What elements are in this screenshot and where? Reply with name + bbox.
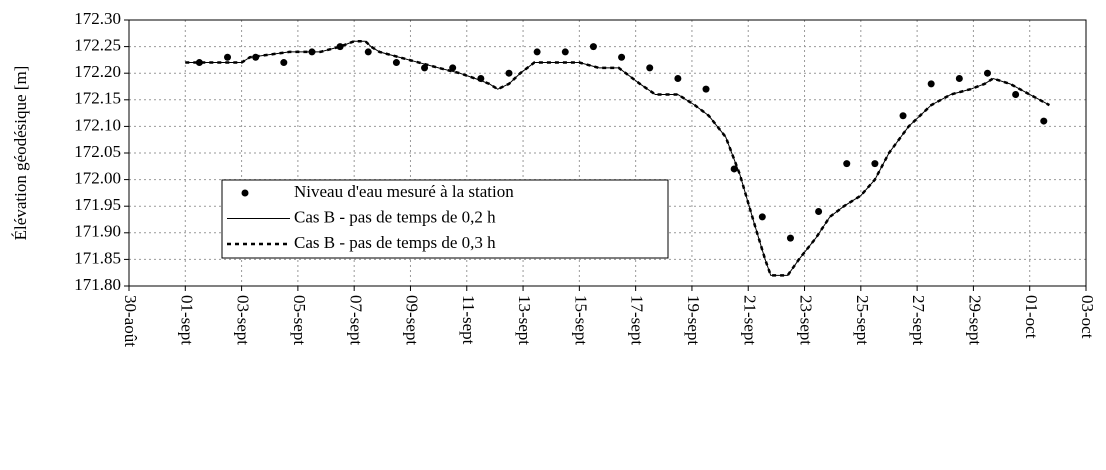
data-point [561, 48, 569, 56]
plot-border [128, 19, 1087, 287]
data-point [646, 64, 654, 72]
x-tick-label: 13-sept [515, 295, 534, 345]
data-point [899, 112, 907, 120]
legend-label: Cas B - pas de temps de 0,2 h [294, 207, 496, 226]
data-point [392, 59, 400, 67]
data-point [533, 48, 541, 56]
x-tick-label: 25-sept [853, 295, 872, 345]
y-tick-label: 171.90 [74, 222, 121, 241]
x-tick-label: 03-oct [1078, 295, 1097, 339]
y-tick-label: 171.85 [74, 248, 121, 267]
legend-box [221, 179, 669, 259]
legend-marker [241, 189, 249, 197]
y-tick-label: 171.80 [74, 275, 121, 294]
y-tick-label: 172.30 [74, 9, 121, 28]
y-tick-label: 172.00 [74, 169, 121, 188]
data-point [871, 160, 879, 168]
y-tick-label: 172.05 [74, 142, 121, 161]
x-tick-label: 15-sept [571, 295, 590, 345]
data-point [280, 59, 288, 67]
data-point [1012, 90, 1020, 98]
data-point [730, 165, 738, 173]
data-point [674, 75, 682, 83]
data-point [702, 85, 710, 93]
y-tick-label: 172.20 [74, 62, 121, 81]
x-tick-label: 09-sept [403, 295, 422, 345]
x-tick-label: 27-sept [909, 295, 928, 345]
data-point [589, 43, 597, 51]
x-tick-label: 17-sept [628, 295, 647, 345]
y-axis-label: Élévation géodésique [m] [11, 66, 30, 241]
x-tick-label: 21-sept [740, 295, 759, 345]
x-tick-label: 30-août [121, 295, 140, 347]
legend-label: Niveau d'eau mesuré à la station [294, 182, 514, 201]
data-point [449, 64, 457, 72]
data-point [815, 208, 823, 216]
data-point [364, 48, 372, 56]
x-tick-label: 19-sept [684, 295, 703, 345]
x-tick-label: 05-sept [290, 295, 309, 345]
data-line [185, 40, 1051, 277]
y-tick-label: 172.10 [74, 115, 121, 134]
y-tick-label: 172.25 [74, 36, 121, 55]
data-point [786, 234, 794, 242]
legend-label: Cas B - pas de temps de 0,3 h [294, 233, 496, 252]
data-point [224, 53, 232, 61]
x-tick-label: 11-sept [459, 295, 478, 345]
data-point [927, 80, 935, 88]
data-point [983, 69, 991, 77]
x-tick-label: 01-oct [1022, 295, 1041, 339]
y-tick-label: 172.15 [74, 89, 121, 108]
data-point [955, 75, 963, 83]
data-point [1040, 117, 1048, 125]
x-tick-label: 23-sept [797, 295, 816, 345]
x-tick-label: 01-sept [177, 295, 196, 345]
x-tick-label: 03-sept [234, 295, 253, 345]
y-tick-label: 171.95 [74, 195, 121, 214]
x-tick-label: 07-sept [346, 295, 365, 345]
data-point [618, 53, 626, 61]
x-tick-label: 29-sept [966, 295, 985, 345]
data-point [421, 64, 429, 72]
data-point [843, 160, 851, 168]
data-point [758, 213, 766, 221]
data-point [505, 69, 513, 77]
